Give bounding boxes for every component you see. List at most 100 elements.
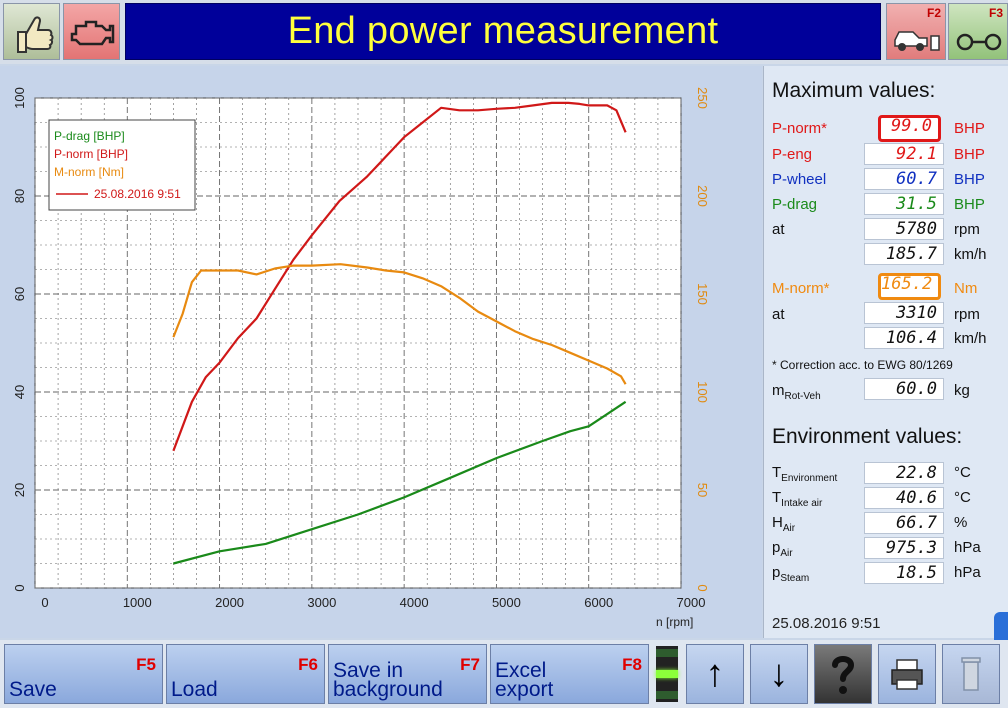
power-at-label: at bbox=[772, 221, 785, 238]
load-key: F6 bbox=[298, 655, 318, 674]
p-norm-value: 99.0 bbox=[878, 115, 941, 142]
steam-pressure-value: 18.5 bbox=[864, 562, 944, 584]
power-rpm-unit: rpm bbox=[954, 221, 980, 238]
p-eng-unit: BHP bbox=[954, 146, 985, 163]
m-norm-label: M-norm* bbox=[772, 280, 830, 297]
page-title: End power measurement bbox=[287, 10, 719, 52]
accept-button[interactable] bbox=[3, 3, 60, 60]
signal-led-bottom bbox=[656, 691, 678, 699]
series-line-p-norm bbox=[172, 101, 627, 452]
env-temp-value: 22.8 bbox=[864, 462, 944, 484]
scroll-up-button[interactable]: ↑ bbox=[686, 644, 744, 704]
air-pressure-value: 975.3 bbox=[864, 537, 944, 559]
print-button[interactable] bbox=[878, 644, 936, 704]
measurement-timestamp: 25.08.2016 9:51 bbox=[772, 615, 881, 632]
y-right-tick-label: 50 bbox=[695, 483, 710, 497]
torque-speed-unit: km/h bbox=[954, 330, 987, 347]
x-tick-label: 4000 bbox=[400, 595, 429, 610]
x-tick-label: 1000 bbox=[123, 595, 152, 610]
torque-rpm-value: 3310 bbox=[864, 302, 944, 324]
y-left-tick-label: 0 bbox=[12, 584, 27, 591]
steam-pressure-label: pSteam bbox=[772, 564, 810, 584]
signal-led-top bbox=[656, 649, 678, 657]
x-tick-label: 0 bbox=[41, 595, 48, 610]
top-bar: End power measurement F2 F3 bbox=[0, 0, 1008, 64]
save-bg-label: Save in background bbox=[333, 659, 443, 701]
title-panel: End power measurement bbox=[125, 3, 881, 60]
status-signal bbox=[656, 646, 678, 702]
y-left-tick-label: 60 bbox=[12, 287, 27, 301]
rot-veh-unit: kg bbox=[954, 382, 970, 399]
intake-temp-value: 40.6 bbox=[864, 487, 944, 509]
p-wheel-value: 60.7 bbox=[864, 168, 944, 190]
f3-axle-button[interactable]: F3 bbox=[948, 3, 1008, 60]
series-line-p-drag bbox=[173, 400, 627, 565]
rot-veh-label: mRot-Veh bbox=[772, 382, 821, 402]
p-wheel-label: P-wheel bbox=[772, 171, 827, 188]
power-rpm-value: 5780 bbox=[864, 218, 944, 240]
y-right-tick-label: 0 bbox=[695, 584, 710, 591]
y-right-tick-label: 100 bbox=[695, 381, 710, 403]
correction-note: * Correction acc. to EWG 80/1269 bbox=[772, 358, 953, 372]
arrow-up-icon: ↑ bbox=[705, 653, 725, 695]
air-pressure-label: pAir bbox=[772, 539, 793, 559]
excel-key: F8 bbox=[622, 655, 642, 674]
y-left-tick-label: 20 bbox=[12, 483, 27, 497]
legend-item-m-norm: M-norm [Nm] bbox=[54, 165, 124, 179]
delete-button[interactable] bbox=[942, 644, 1000, 704]
trash-icon bbox=[961, 657, 981, 691]
m-norm-value: 165.2 bbox=[878, 273, 941, 300]
legend-item-p-drag: P-drag [BHP] bbox=[54, 129, 125, 143]
chart-legend: P-drag [BHP] P-norm [BHP] M-norm [Nm] 25… bbox=[48, 119, 196, 211]
torque-at-label: at bbox=[772, 306, 785, 323]
signal-led-middle bbox=[656, 670, 678, 678]
load-button[interactable]: F6 Load bbox=[166, 644, 325, 704]
rot-veh-value: 60.0 bbox=[864, 378, 944, 400]
env-values-heading: Environment values: bbox=[772, 425, 963, 448]
legend-item-date: 25.08.2016 9:51 bbox=[94, 187, 181, 201]
power-speed-unit: km/h bbox=[954, 246, 987, 263]
x-tick-label: 3000 bbox=[307, 595, 336, 610]
load-label: Load bbox=[171, 678, 218, 701]
arrow-down-icon: ↓ bbox=[769, 653, 789, 695]
excel-label: Excel export bbox=[495, 659, 554, 701]
steam-pressure-unit: hPa bbox=[954, 564, 981, 581]
y-left-tick-label: 40 bbox=[12, 385, 27, 399]
p-drag-unit: BHP bbox=[954, 196, 985, 213]
y-right-tick-label: 150 bbox=[695, 283, 710, 305]
save-key: F5 bbox=[136, 655, 156, 674]
power-chart: 0 1000 2000 3000 4000 5000 6000 7000 0204060801… bbox=[12, 87, 710, 629]
y-right-tick-label: 250 bbox=[695, 87, 710, 109]
p-norm-label: P-norm* bbox=[772, 120, 828, 137]
intake-temp-unit: °C bbox=[954, 489, 971, 506]
values-panel: Maximum values: P-norm* 99.0 BHP P-eng 9… bbox=[763, 66, 1008, 638]
x-tick-label: 2000 bbox=[215, 595, 244, 610]
printer-icon bbox=[891, 659, 923, 690]
help-icon bbox=[832, 656, 855, 694]
max-values-heading: Maximum values: bbox=[772, 79, 936, 102]
humidity-unit: % bbox=[954, 514, 968, 531]
p-eng-value: 92.1 bbox=[864, 143, 944, 165]
chart-panel: 0 1000 2000 3000 4000 5000 6000 7000 0 20 40 60 80 1… bbox=[0, 66, 762, 638]
scroll-down-button[interactable]: ↓ bbox=[750, 644, 808, 704]
x-tick-label: 7000 bbox=[677, 595, 706, 610]
excel-export-button[interactable]: F8 Excel export bbox=[490, 644, 649, 704]
p-norm-unit: BHP bbox=[954, 120, 985, 137]
p-drag-value: 31.5 bbox=[864, 193, 944, 215]
p-drag-label: P-drag bbox=[772, 196, 818, 213]
save-in-background-button[interactable]: F7 Save in background bbox=[328, 644, 487, 704]
save-label: Save bbox=[9, 678, 57, 701]
thumbs-up-icon bbox=[17, 16, 54, 53]
env-temp-unit: °C bbox=[954, 464, 971, 481]
legend-item-p-norm: P-norm [BHP] bbox=[54, 147, 128, 161]
intake-temp-label: TIntake air bbox=[772, 489, 823, 509]
engine-button[interactable] bbox=[63, 3, 120, 60]
torque-rpm-unit: rpm bbox=[954, 306, 980, 323]
air-pressure-unit: hPa bbox=[954, 539, 981, 556]
f2-key-label: F2 bbox=[926, 6, 941, 20]
x-tick-label: 5000 bbox=[492, 595, 521, 610]
f2-car-button[interactable]: F2 bbox=[886, 3, 946, 60]
save-button[interactable]: F5 Save bbox=[4, 644, 163, 704]
help-button[interactable] bbox=[814, 644, 872, 704]
humidity-value: 66.7 bbox=[864, 512, 944, 534]
